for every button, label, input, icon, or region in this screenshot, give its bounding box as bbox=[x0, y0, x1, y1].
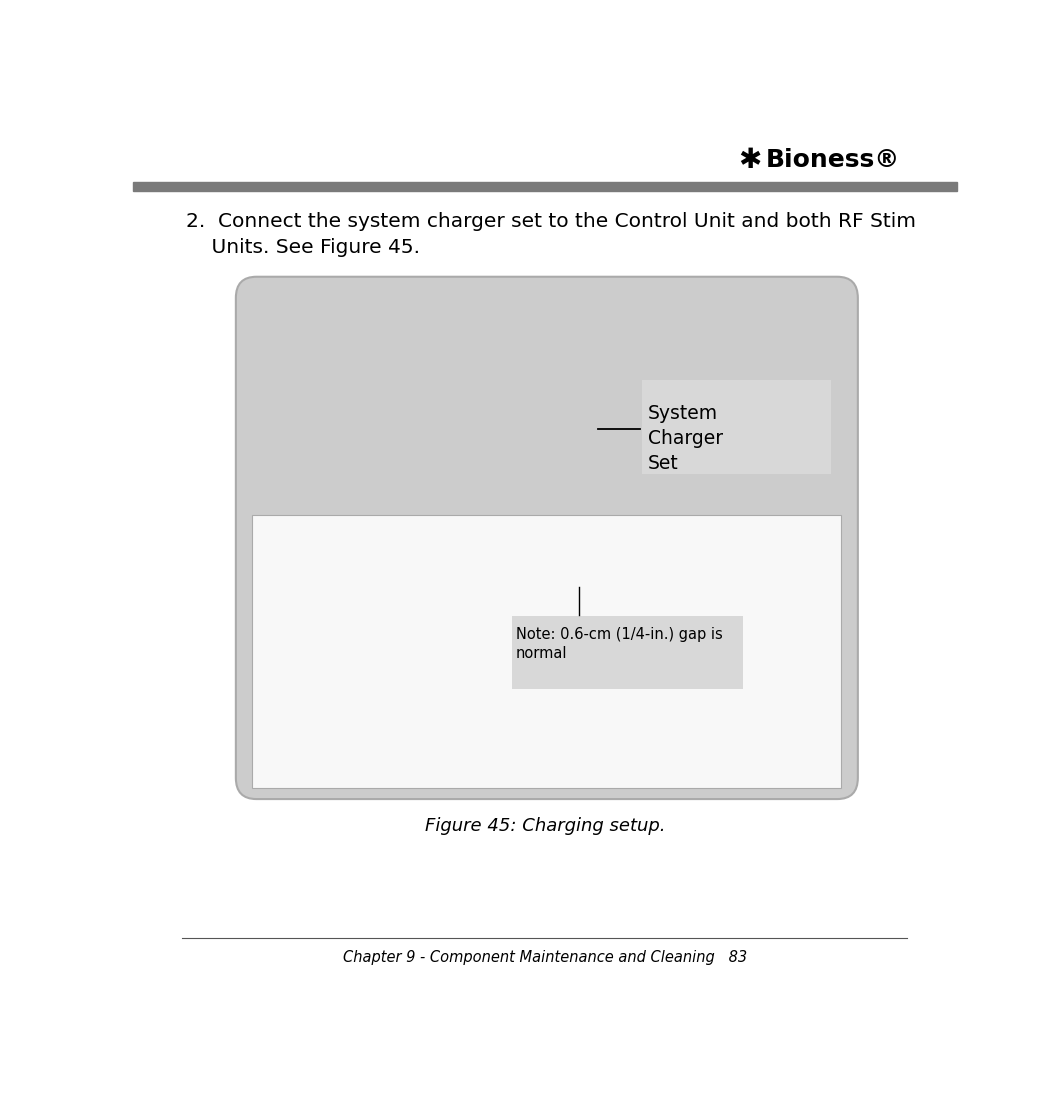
Bar bbox=[512, 617, 742, 688]
Bar bbox=[133, 182, 957, 191]
Text: Bioness®: Bioness® bbox=[765, 148, 900, 172]
Bar bbox=[252, 514, 842, 788]
Text: Figure 45: Charging setup.: Figure 45: Charging setup. bbox=[424, 817, 665, 835]
Text: Note: 0.6-cm (1/4-in.) gap is
normal: Note: 0.6-cm (1/4-in.) gap is normal bbox=[516, 627, 723, 662]
Text: ✱: ✱ bbox=[739, 146, 761, 173]
Bar bbox=[642, 381, 831, 474]
Text: Chapter 9 - Component Maintenance and Cleaning   83: Chapter 9 - Component Maintenance and Cl… bbox=[342, 951, 747, 965]
FancyBboxPatch shape bbox=[236, 277, 858, 799]
Text: 2.  Connect the system charger set to the Control Unit and both RF Stim: 2. Connect the system charger set to the… bbox=[186, 212, 916, 232]
Text: System
Charger
Set: System Charger Set bbox=[647, 404, 723, 473]
Text: Units. See Figure 45.: Units. See Figure 45. bbox=[186, 237, 421, 257]
